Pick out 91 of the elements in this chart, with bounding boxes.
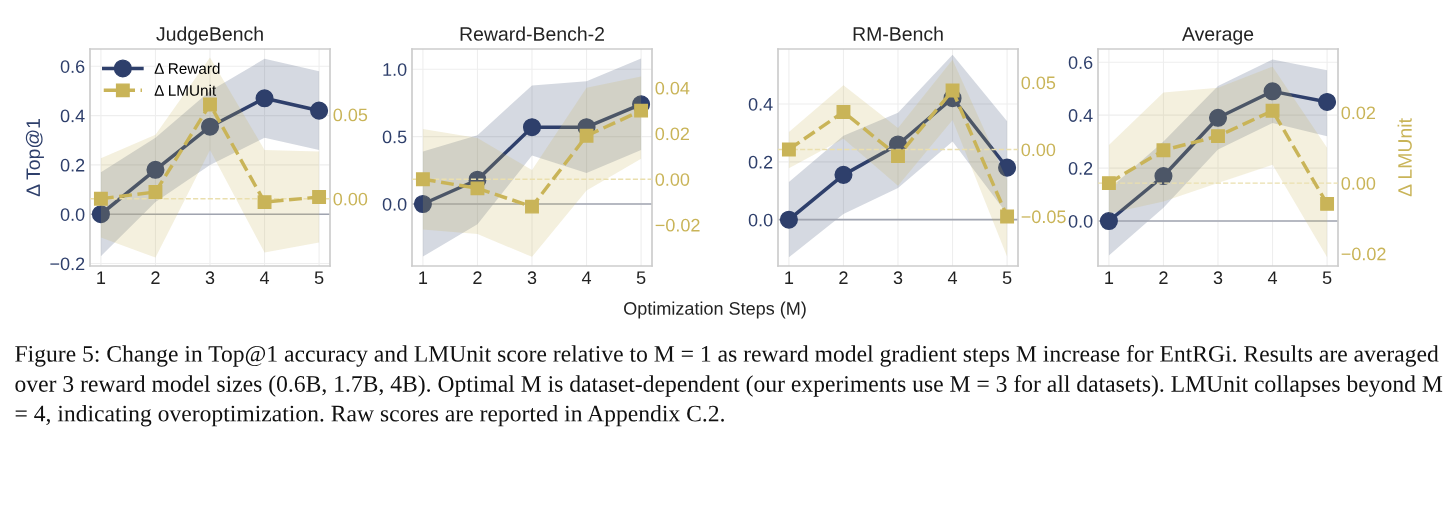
point — [998, 158, 1017, 177]
point — [255, 89, 274, 108]
y2-axis-title: Δ LMUnit — [1397, 118, 1412, 197]
x-tick-label: 5 — [636, 271, 646, 285]
point — [312, 190, 327, 204]
x-tick-label: 5 — [1002, 271, 1012, 285]
point — [781, 142, 796, 157]
point — [1156, 143, 1171, 158]
y-tick-label: 0.2 — [1068, 162, 1093, 175]
x-tick-label: 3 — [205, 271, 215, 285]
x-tick-label: 4 — [1267, 271, 1278, 284]
y-tick-label: 0.0 — [748, 213, 773, 227]
x-tick-label: 1 — [419, 271, 428, 284]
y2-tick-label: 0.02 — [655, 127, 690, 141]
y-tick-label: 0.0 — [1068, 214, 1093, 228]
point — [1211, 129, 1225, 144]
y-tick-label: 0.2 — [748, 155, 773, 169]
point — [91, 205, 110, 224]
x-tick-label: 5 — [1322, 271, 1332, 285]
x-tick-label: 2 — [839, 271, 848, 284]
point — [413, 194, 432, 214]
point — [1154, 166, 1173, 186]
point — [779, 210, 798, 229]
point — [525, 199, 539, 214]
y-tick-label: 0.4 — [748, 97, 773, 111]
y2-tick-label: 0.02 — [1341, 106, 1376, 120]
x-tick-label: 4 — [259, 271, 270, 284]
y-tick-label: 0.0 — [60, 208, 85, 221]
x-tick-label: 3 — [1213, 271, 1223, 285]
y-tick-label: 0.2 — [60, 158, 85, 172]
y2-tick-label: 0.00 — [655, 173, 690, 186]
point — [891, 149, 905, 164]
x-tick-label: 5 — [314, 271, 324, 285]
chart-title: JudgeBench — [156, 26, 263, 45]
x-tick-label: 1 — [97, 271, 106, 284]
x-axis-title: Optimization Steps (M) — [624, 301, 806, 319]
point — [470, 181, 485, 196]
x-tick-label: 1 — [1105, 271, 1114, 284]
point — [1318, 92, 1337, 111]
y2-tick-label: −0.02 — [655, 218, 700, 232]
chart-title: RM-Bench — [853, 26, 943, 41]
y-axis-title: Δ Top@1 — [25, 119, 44, 197]
point — [1320, 196, 1335, 211]
y2-tick-label: 0.04 — [655, 81, 690, 95]
point — [415, 172, 430, 187]
y-tick-label: 0.4 — [1068, 109, 1093, 122]
point — [579, 128, 594, 143]
y2-tick-label: 0.00 — [1341, 177, 1376, 190]
legend-label: Δ Reward — [154, 62, 220, 74]
x-tick-label: 3 — [893, 271, 903, 285]
y2-tick-label: −0.02 — [1341, 247, 1386, 261]
y-tick-label: 0.6 — [60, 60, 85, 73]
y-tick-label: 0.4 — [60, 109, 85, 123]
point — [1099, 211, 1118, 231]
y-tick-label: 1.0 — [383, 63, 407, 76]
x-tick-label: 4 — [581, 271, 592, 284]
point — [522, 118, 542, 137]
x-tick-label: 3 — [527, 271, 537, 285]
y2-tick-label: −0.05 — [1021, 210, 1066, 224]
chart-title: Reward-Bench-2 — [460, 26, 604, 41]
point — [1263, 82, 1282, 101]
point — [834, 165, 853, 184]
point — [203, 97, 217, 112]
y2-tick-label: 0.00 — [1021, 143, 1056, 157]
y-tick-label: 0.6 — [1068, 56, 1093, 69]
chart-title: Average — [1182, 27, 1254, 45]
x-tick-label: 1 — [785, 271, 794, 284]
point — [257, 195, 272, 210]
x-tick-label: 2 — [151, 271, 160, 284]
y-tick-label: 0.0 — [382, 197, 407, 211]
point — [93, 191, 108, 206]
caption: Figure 5: Change in Top@1 accuracy and LMUnit score relative to M = 1 as reward model gradient steps M increase for EntRGi. Results are averaged over 3 reward model sizes (0.6B, 1.7B, 4B). Optimal M is dataset-dependent (our experiments use M = 3 for all datasets). LMUnit collapses beyond M = 4, indicating overoptimization. Raw scores are reported in Appendix C.2. — [15, 345, 1443, 427]
point — [146, 160, 165, 179]
point — [200, 117, 220, 136]
y-tick-label: −0.2 — [50, 257, 85, 271]
x-tick-label: 2 — [473, 271, 482, 284]
point — [1000, 209, 1015, 224]
y2-tick-label: 0.05 — [333, 108, 368, 122]
y2-tick-label: 0.05 — [1021, 76, 1056, 90]
x-tick-label: 4 — [947, 271, 958, 284]
point — [634, 103, 649, 118]
point — [1265, 103, 1280, 118]
point — [1101, 176, 1116, 191]
y2-tick-label: 0.00 — [333, 192, 368, 206]
x-tick-label: 2 — [1159, 271, 1168, 284]
point — [1208, 108, 1228, 127]
point — [148, 185, 163, 199]
point — [310, 101, 329, 120]
point — [836, 105, 851, 119]
y-tick-label: 0.5 — [382, 130, 407, 144]
legend-label: Δ LMUnit — [154, 84, 217, 96]
